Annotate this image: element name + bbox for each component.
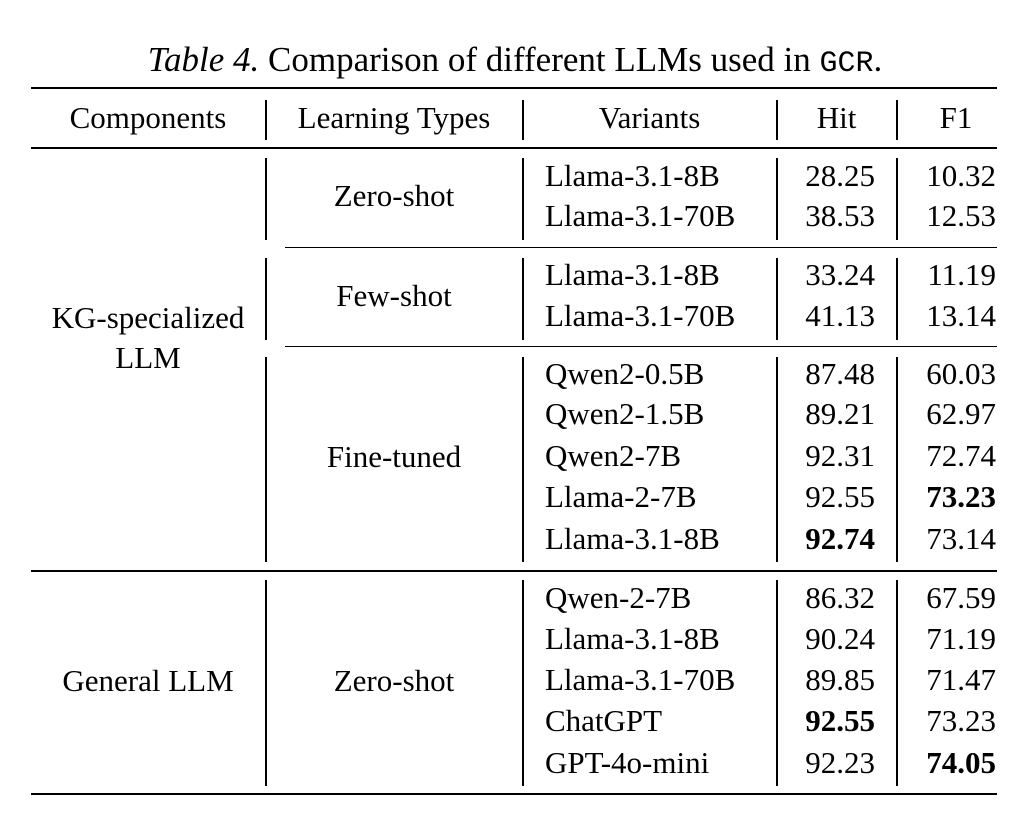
table-cell-f1: 73.23 <box>926 703 996 738</box>
table-cell-variant: Qwen2-0.5B <box>545 356 705 391</box>
table-cell-hit: 92.55 <box>805 703 875 738</box>
table-cell-f1: 71.19 <box>926 621 996 656</box>
table-cell-variant: Llama-3.1-70B <box>545 298 736 333</box>
table-cell-f1: 73.14 <box>926 521 996 556</box>
table-cell-hit: 92.31 <box>805 438 875 473</box>
table-cell-variant: Qwen2-1.5B <box>545 396 705 431</box>
table-cell-f1: 73.23 <box>926 479 996 514</box>
few-shot-sep-1 <box>265 258 267 340</box>
group-rule <box>31 570 997 572</box>
table-cell-f1: 62.97 <box>926 396 996 431</box>
table-cell-hit: 92.23 <box>805 745 875 780</box>
zero-shot-sep-3 <box>776 158 778 240</box>
header-col-sep-4 <box>896 100 898 140</box>
bottom-rule <box>31 793 997 795</box>
few-fine-rule <box>285 346 997 348</box>
general-sep-2 <box>522 580 524 786</box>
general-sep-1 <box>265 580 267 786</box>
table-cell-variant: Llama-3.1-8B <box>545 158 720 193</box>
fine-tuned-sep-2 <box>522 357 524 562</box>
general-sep-3 <box>776 580 778 786</box>
table-cell-variant: ChatGPT <box>545 703 663 738</box>
table-cell-variant: Llama-3.1-8B <box>545 621 720 656</box>
table-cell-f1: 13.14 <box>926 298 996 333</box>
table-cell-hit: 87.48 <box>805 356 875 391</box>
table-cell-hit: 92.55 <box>805 479 875 514</box>
learning-type-fine-tuned: Fine-tuned <box>326 439 462 474</box>
table-cell-variant: GPT-4o-mini <box>545 745 710 780</box>
caption-label: Table 4. <box>147 40 260 79</box>
table-cell-hit: 89.21 <box>805 396 875 431</box>
table-cell-hit: 28.25 <box>805 158 875 193</box>
general-sep-4 <box>896 580 898 786</box>
top-rule <box>31 87 997 89</box>
header-rule <box>31 147 997 149</box>
learning-type-zero-shot: Zero-shot <box>333 178 455 213</box>
few-shot-sep-3 <box>776 258 778 340</box>
caption-end: . <box>873 40 883 79</box>
header-components: Components <box>69 100 227 135</box>
table-cell-hit: 33.24 <box>805 257 875 292</box>
table-cell-variant: Llama-3.1-8B <box>545 521 720 556</box>
caption-text: Comparison of different LLMs used in <box>259 40 820 79</box>
learning-type-few-shot: Few-shot <box>336 278 452 313</box>
table-cell-f1: 10.32 <box>926 158 996 193</box>
fine-tuned-sep-1 <box>265 357 267 562</box>
header-col-sep-3 <box>776 100 778 140</box>
table-cell-variant: Llama-3.1-70B <box>545 662 736 697</box>
table-cell-f1: 12.53 <box>926 198 996 233</box>
table-cell-f1: 60.03 <box>926 356 996 391</box>
table-cell-variant: Llama-3.1-70B <box>545 198 736 233</box>
few-shot-sep-4 <box>896 258 898 340</box>
fine-tuned-sep-4 <box>896 357 898 562</box>
table-cell-f1: 72.74 <box>926 438 996 473</box>
table-cell-variant: Llama-3.1-8B <box>545 257 720 292</box>
table-cell-hit: 86.32 <box>805 580 875 615</box>
header-col-sep-2 <box>522 100 524 140</box>
zero-shot-sep-4 <box>896 158 898 240</box>
header-hit: Hit <box>816 100 857 135</box>
table-cell-variant: Qwen2-7B <box>545 438 682 473</box>
table-cell-hit: 90.24 <box>805 621 875 656</box>
header-f1: F1 <box>939 100 973 135</box>
fine-tuned-sep-3 <box>776 357 778 562</box>
group-kg-specialized-line1: KG-specialized <box>51 300 245 335</box>
learning-type-general-zero-shot: Zero-shot <box>333 663 455 698</box>
table-cell-f1: 71.47 <box>926 662 996 697</box>
table-cell-hit: 41.13 <box>805 298 875 333</box>
zero-shot-sep-2 <box>522 158 524 240</box>
caption-code: GCR <box>819 47 874 81</box>
table-cell-hit: 89.85 <box>805 662 875 697</box>
group-kg-specialized-line2: LLM <box>115 340 181 375</box>
zero-shot-sep-1 <box>265 158 267 240</box>
group-general-llm: General LLM <box>62 663 234 698</box>
table-cell-hit: 38.53 <box>805 198 875 233</box>
zero-few-rule <box>285 247 997 249</box>
header-variants: Variants <box>598 100 701 135</box>
table-cell-hit: 92.74 <box>805 521 875 556</box>
table-cell-f1: 74.05 <box>926 745 996 780</box>
table-cell-f1: 11.19 <box>927 257 996 292</box>
table-cell-variant: Llama-2-7B <box>545 479 697 514</box>
table-cell-f1: 67.59 <box>926 580 996 615</box>
table-caption: Table 4. Comparison of different LLMs us… <box>0 36 1030 88</box>
table-cell-variant: Qwen-2-7B <box>545 580 692 615</box>
header-learning-types: Learning Types <box>297 100 491 135</box>
header-col-sep-1 <box>265 100 267 140</box>
few-shot-sep-2 <box>522 258 524 340</box>
